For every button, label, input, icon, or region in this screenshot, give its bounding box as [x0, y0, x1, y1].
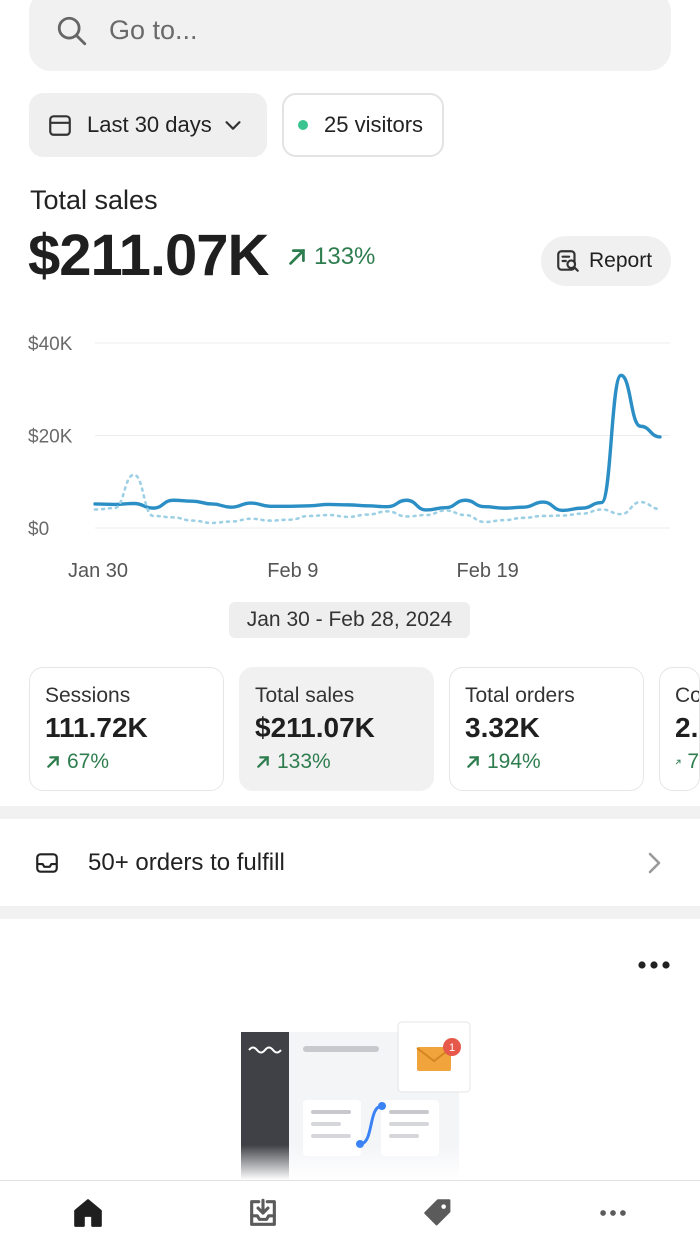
metric-title: Sessions	[45, 684, 131, 707]
home-icon	[73, 1199, 102, 1227]
orders-to-fulfill-row[interactable]: 50+ orders to fulfill	[0, 820, 700, 906]
tab-more[interactable]	[525, 1181, 700, 1244]
metric-card-sessions[interactable]: Sessions 111.72K 67%	[29, 667, 224, 791]
series-line-current	[93, 373, 662, 513]
metric-title: Total sales	[255, 684, 355, 707]
more-options-icon[interactable]	[636, 955, 672, 975]
orders-to-fulfill-label: 50+ orders to fulfill	[88, 849, 285, 876]
metric-card-total-orders[interactable]: Total orders 3.32K 194%	[449, 667, 644, 791]
date-range-button[interactable]: Last 30 days	[29, 93, 267, 157]
arrow-up-right-icon	[257, 756, 269, 768]
chevron-right-icon	[648, 852, 661, 874]
metric-delta-value: 194%	[487, 750, 541, 773]
x-axis-tick-label: Feb 9	[267, 560, 318, 582]
metric-delta: 7	[675, 750, 699, 774]
metric-value: 3.32K	[465, 712, 540, 743]
metric-value: 2.	[675, 712, 699, 743]
orders-inbox-icon	[249, 1198, 276, 1226]
notification-badge-count: 1	[449, 1042, 455, 1054]
arrow-up-right-icon	[467, 756, 479, 768]
live-dot-icon	[298, 120, 308, 130]
calendar-icon	[49, 115, 71, 136]
inbox-icon	[36, 853, 58, 873]
metric-delta-value: 7	[687, 750, 699, 773]
report-label: Report	[589, 249, 653, 272]
x-axis-tick-label: Jan 30	[68, 560, 128, 582]
metric-value: 111.72K	[45, 712, 148, 743]
metric-card-partial[interactable]: Co 2. 7	[659, 667, 700, 791]
x-axis-tick-label: Feb 19	[457, 560, 519, 582]
metric-value: $211.07K	[255, 712, 375, 743]
arrow-up-right-icon	[47, 756, 59, 768]
section-divider	[0, 906, 700, 919]
tab-orders[interactable]	[175, 1181, 350, 1244]
bottom-tab-bar	[0, 1180, 700, 1244]
arrow-up-right-icon	[289, 249, 305, 265]
marketing-illustration: 1	[241, 1021, 471, 1180]
metric-delta-value: 133%	[277, 750, 331, 773]
date-range-badge: Jan 30 - Feb 28, 2024	[229, 602, 470, 638]
total-sales-delta: 133%	[286, 243, 375, 271]
metrics-carousel[interactable]: Sessions 111.72K 67% Total sales $211.07…	[29, 667, 700, 791]
series-line-previous	[93, 473, 662, 525]
report-icon	[557, 250, 579, 272]
metric-card-total-sales[interactable]: Total sales $211.07K 133%	[239, 667, 434, 791]
live-visitors-button[interactable]: 25 visitors	[282, 93, 444, 157]
metric-delta-value: 67%	[67, 750, 110, 773]
search-bar[interactable]: Go to...	[29, 0, 671, 71]
more-icon	[599, 1210, 626, 1216]
metric-delta: 194%	[465, 750, 643, 774]
y-axis-tick-label: $20K	[28, 427, 73, 448]
visitors-label: 25 visitors	[324, 112, 424, 137]
total-sales-label: Total sales	[30, 185, 158, 215]
sales-line-chart: $40K $20K $0 Jan 30 Feb 9 Feb 19	[28, 334, 670, 582]
tab-home[interactable]	[0, 1181, 175, 1244]
metric-title: Total orders	[465, 684, 575, 707]
y-axis-tick-label: $40K	[28, 334, 73, 355]
report-button[interactable]: Report	[541, 236, 671, 286]
total-sales-delta-value: 133%	[314, 243, 376, 270]
search-placeholder: Go to...	[109, 15, 198, 45]
metric-title: Co	[675, 684, 700, 707]
y-axis-tick-label: $0	[28, 519, 49, 540]
section-divider	[0, 806, 700, 819]
tab-products[interactable]	[350, 1181, 525, 1244]
metric-delta: 67%	[45, 750, 223, 774]
date-range-label: Last 30 days	[87, 112, 212, 137]
arrow-up-right-icon	[675, 759, 681, 765]
search-icon	[57, 16, 87, 45]
chevron-down-icon	[225, 121, 241, 130]
tag-icon	[423, 1199, 450, 1226]
metric-delta: 133%	[255, 750, 433, 774]
total-sales-value: $211.07K	[28, 223, 269, 288]
